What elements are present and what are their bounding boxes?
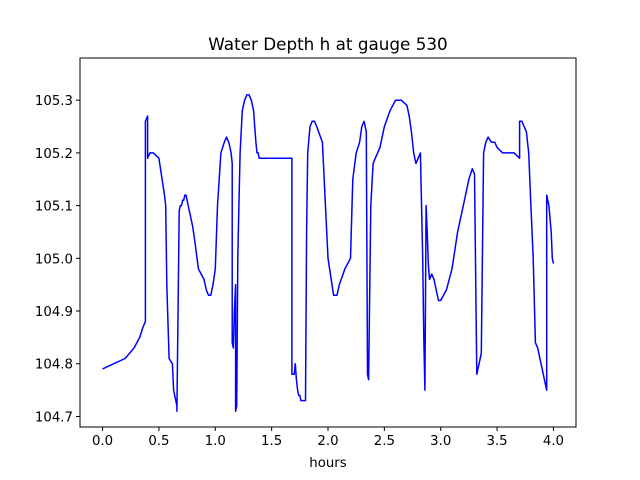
y-tick-label: 104.7 <box>35 410 73 425</box>
x-axis-label: hours <box>309 456 346 471</box>
y-tick-label: 104.9 <box>35 305 73 320</box>
plot-area <box>102 94 555 412</box>
y-tick-label: 105.0 <box>35 252 73 267</box>
y-tick-label: 104.8 <box>35 358 73 373</box>
y-tick-label: 105.3 <box>35 94 73 109</box>
y-tick-label: 105.2 <box>35 147 73 162</box>
y-tick-label: 105.1 <box>35 200 73 215</box>
series-line-0 <box>102 94 555 412</box>
x-tick-label: 2.0 <box>317 434 338 449</box>
x-tick-label: 3.0 <box>430 434 451 449</box>
x-tick-label: 1.0 <box>205 434 226 449</box>
x-tick-label: 4.0 <box>543 434 564 449</box>
x-tick-label: 3.5 <box>487 434 508 449</box>
x-tick-label: 2.5 <box>374 434 395 449</box>
y-axis: 104.7 104.8 104.9 105.0 105.1 105.2 105.3 <box>35 94 80 425</box>
x-tick-label: 0.0 <box>92 434 113 449</box>
x-tick-label: 1.5 <box>261 434 282 449</box>
x-axis: 0.0 0.5 1.0 1.5 2.0 2.5 3.0 3.5 4.0 <box>92 427 564 449</box>
x-tick-label: 0.5 <box>148 434 169 449</box>
chart-title: Water Depth h at gauge 530 <box>208 34 447 54</box>
